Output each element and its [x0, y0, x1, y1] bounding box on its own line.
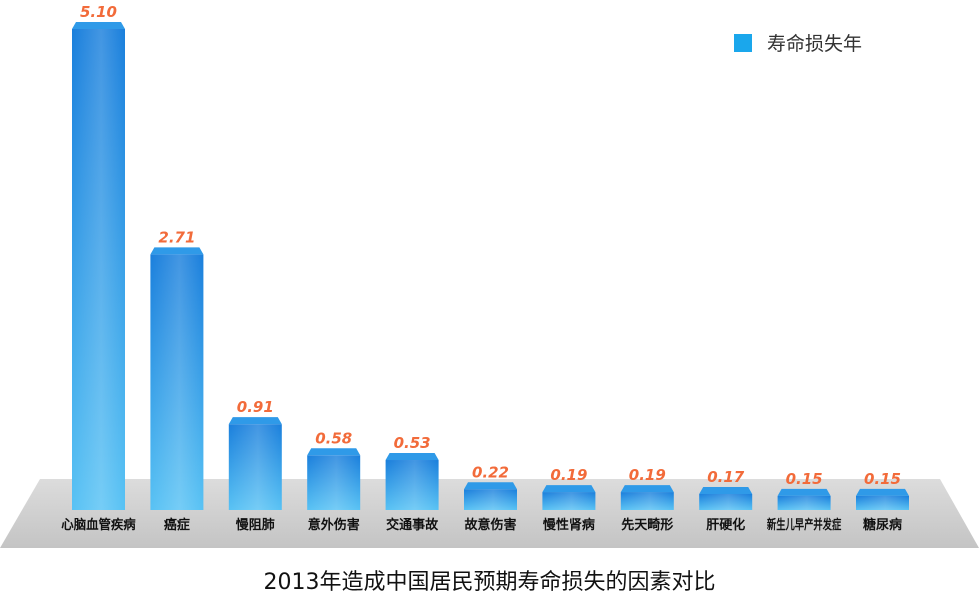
bar-top	[856, 488, 909, 496]
bar-series	[72, 22, 909, 510]
bar-value-label: 0.17	[707, 468, 745, 486]
bar-highlight	[72, 29, 125, 510]
category-label: 交通事故	[386, 517, 439, 533]
legend-swatch	[734, 34, 752, 52]
bar-top	[464, 482, 517, 490]
category-label: 慢性肾病	[543, 517, 595, 533]
bar-top	[777, 488, 831, 496]
bar-value-label: 0.15	[786, 470, 823, 488]
bar-value-label: 0.19	[550, 466, 587, 484]
category-label: 故意伤害	[464, 517, 516, 533]
category-labels: 心脑血管疾病 癌症 慢阻肺 意外伤害 交通事故 故意伤害 慢性肾病 先天畸形 肝硬化 新生儿早产并…	[61, 517, 902, 533]
bar-top	[228, 417, 282, 425]
category-label: 糖尿病	[863, 517, 902, 533]
bar-top	[699, 486, 753, 494]
bar-highlight	[620, 492, 674, 510]
bar-top	[542, 485, 596, 493]
bar-highlight	[699, 493, 753, 510]
bar-highlight	[777, 495, 831, 510]
category-label: 癌症	[164, 517, 190, 533]
bar-value-label: 0.22	[472, 463, 509, 481]
category-label: 意外伤害	[308, 517, 360, 533]
bar-value-label: 2.71	[158, 228, 195, 246]
bar-value-label: 0.15	[864, 470, 901, 488]
bar-value-label: 0.91	[237, 398, 274, 416]
bar-highlight	[385, 460, 439, 510]
bar-value-label: 0.58	[315, 429, 352, 447]
category-label: 先天畸形	[621, 517, 673, 533]
chart-title: 2013年造成中国居民预期寿命损失的因素对比	[264, 570, 716, 595]
bar-highlight	[542, 492, 596, 510]
bar-highlight	[307, 455, 361, 510]
bar-value-label: 0.53	[394, 434, 431, 452]
bar-highlight	[464, 489, 517, 510]
value-labels: 5.10 2.71 0.91 0.58 0.53 0.22 0.19 0.19 0.17 0.15…	[80, 3, 901, 488]
category-label: 慢阻肺	[236, 517, 275, 533]
category-label: 新生儿早产并发症	[767, 517, 841, 533]
bar-highlight	[228, 424, 282, 510]
category-label: 肝硬化	[706, 517, 745, 533]
bar-highlight	[150, 254, 204, 510]
legend: 寿命损失年	[734, 33, 862, 55]
bar-value-label: 0.19	[629, 466, 666, 484]
bar-top	[150, 247, 204, 255]
bar-top	[620, 485, 674, 493]
category-label: 心脑血管疾病	[61, 517, 135, 533]
bar-highlight	[856, 495, 909, 510]
bar-top	[307, 448, 361, 456]
bar-value-label: 5.10	[80, 3, 117, 21]
bar-top	[72, 22, 125, 29]
bar-top	[385, 453, 439, 461]
legend-label: 寿命损失年	[767, 33, 862, 55]
